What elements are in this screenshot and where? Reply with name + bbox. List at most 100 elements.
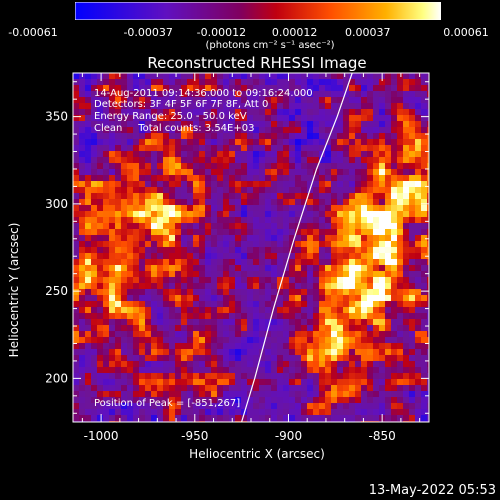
heatmap-cell bbox=[205, 163, 211, 169]
heatmap-cell bbox=[319, 211, 325, 217]
heatmap-cell bbox=[115, 121, 121, 127]
heatmap-cell bbox=[265, 223, 271, 229]
heatmap-cell bbox=[403, 79, 409, 85]
heatmap-cell bbox=[307, 295, 313, 301]
heatmap-cell bbox=[289, 355, 295, 361]
heatmap-cell bbox=[241, 175, 247, 181]
heatmap-cell bbox=[199, 349, 205, 355]
heatmap-cell bbox=[103, 187, 109, 193]
heatmap-cell bbox=[97, 385, 103, 391]
heatmap-cell bbox=[361, 145, 367, 151]
heatmap-cell bbox=[337, 253, 343, 259]
heatmap-cell bbox=[187, 121, 193, 127]
heatmap-cell bbox=[217, 175, 223, 181]
heatmap-cell bbox=[367, 247, 373, 253]
heatmap-cell bbox=[187, 163, 193, 169]
heatmap-cell bbox=[253, 289, 259, 295]
heatmap-cell bbox=[379, 133, 385, 139]
heatmap-cell bbox=[271, 217, 277, 223]
heatmap-cell bbox=[229, 223, 235, 229]
heatmap-cell bbox=[79, 163, 85, 169]
heatmap-cell bbox=[91, 253, 97, 259]
heatmap-cell bbox=[337, 301, 343, 307]
heatmap-cell bbox=[373, 91, 379, 97]
heatmap-cell bbox=[145, 325, 151, 331]
heatmap-cell bbox=[205, 361, 211, 367]
heatmap-cell bbox=[415, 121, 421, 127]
heatmap-cell bbox=[163, 181, 169, 187]
heatmap-cell bbox=[343, 91, 349, 97]
heatmap-cell bbox=[145, 409, 151, 415]
heatmap-cell bbox=[79, 385, 85, 391]
heatmap-cell bbox=[157, 397, 163, 403]
heatmap-cell bbox=[91, 157, 97, 163]
heatmap-cell bbox=[391, 319, 397, 325]
heatmap-cell bbox=[109, 277, 115, 283]
heatmap-cell bbox=[115, 313, 121, 319]
heatmap-cell bbox=[265, 253, 271, 259]
heatmap-cell bbox=[247, 265, 253, 271]
heatmap-cell bbox=[157, 295, 163, 301]
heatmap-cell bbox=[91, 277, 97, 283]
heatmap-cell bbox=[175, 235, 181, 241]
heatmap-cell bbox=[85, 283, 91, 289]
heatmap-cell bbox=[91, 133, 97, 139]
heatmap-cell bbox=[127, 277, 133, 283]
heatmap-cell bbox=[145, 109, 151, 115]
heatmap-cell bbox=[91, 127, 97, 133]
heatmap-cell bbox=[91, 163, 97, 169]
heatmap-cell bbox=[271, 319, 277, 325]
heatmap-cell bbox=[409, 127, 415, 133]
heatmap-cell bbox=[193, 247, 199, 253]
heatmap-cell bbox=[403, 133, 409, 139]
heatmap-cell bbox=[265, 283, 271, 289]
heatmap-cell bbox=[169, 385, 175, 391]
heatmap-cell bbox=[283, 349, 289, 355]
heatmap-cell bbox=[349, 349, 355, 355]
heatmap-cell bbox=[157, 385, 163, 391]
heatmap-cell bbox=[121, 91, 127, 97]
heatmap-cell bbox=[121, 229, 127, 235]
heatmap-cell bbox=[91, 331, 97, 337]
heatmap-cell bbox=[199, 175, 205, 181]
heatmap-cell bbox=[373, 145, 379, 151]
heatmap-cell bbox=[373, 259, 379, 265]
heatmap-cell bbox=[115, 97, 121, 103]
heatmap-cell bbox=[289, 301, 295, 307]
heatmap-cell bbox=[103, 211, 109, 217]
heatmap-cell bbox=[139, 223, 145, 229]
heatmap-cell bbox=[103, 115, 109, 121]
heatmap-cell bbox=[355, 121, 361, 127]
heatmap-cell bbox=[373, 205, 379, 211]
heatmap-cell bbox=[187, 331, 193, 337]
heatmap-cell bbox=[409, 175, 415, 181]
heatmap-cell bbox=[301, 121, 307, 127]
heatmap-cell bbox=[223, 151, 229, 157]
heatmap-cell bbox=[271, 343, 277, 349]
heatmap-cell bbox=[241, 79, 247, 85]
heatmap-cell bbox=[133, 403, 139, 409]
heatmap-cell bbox=[397, 343, 403, 349]
heatmap-cell bbox=[79, 175, 85, 181]
heatmap-cell bbox=[373, 325, 379, 331]
heatmap-cell bbox=[229, 385, 235, 391]
heatmap-cell bbox=[379, 373, 385, 379]
heatmap-cell bbox=[361, 295, 367, 301]
heatmap-cell bbox=[295, 265, 301, 271]
heatmap-cell bbox=[145, 103, 151, 109]
heatmap-cell bbox=[385, 127, 391, 133]
heatmap-cell bbox=[85, 181, 91, 187]
heatmap-cell bbox=[289, 325, 295, 331]
heatmap-cell bbox=[319, 91, 325, 97]
heatmap-cell bbox=[199, 229, 205, 235]
heatmap-cell bbox=[199, 325, 205, 331]
heatmap-cell bbox=[391, 253, 397, 259]
heatmap-cell bbox=[277, 385, 283, 391]
heatmap-cell bbox=[421, 211, 427, 217]
heatmap-cell bbox=[349, 139, 355, 145]
heatmap-cell bbox=[391, 73, 397, 79]
heatmap-cell bbox=[247, 109, 253, 115]
heatmap-cell bbox=[115, 349, 121, 355]
heatmap-cell bbox=[73, 397, 79, 403]
heatmap-cell bbox=[193, 337, 199, 343]
